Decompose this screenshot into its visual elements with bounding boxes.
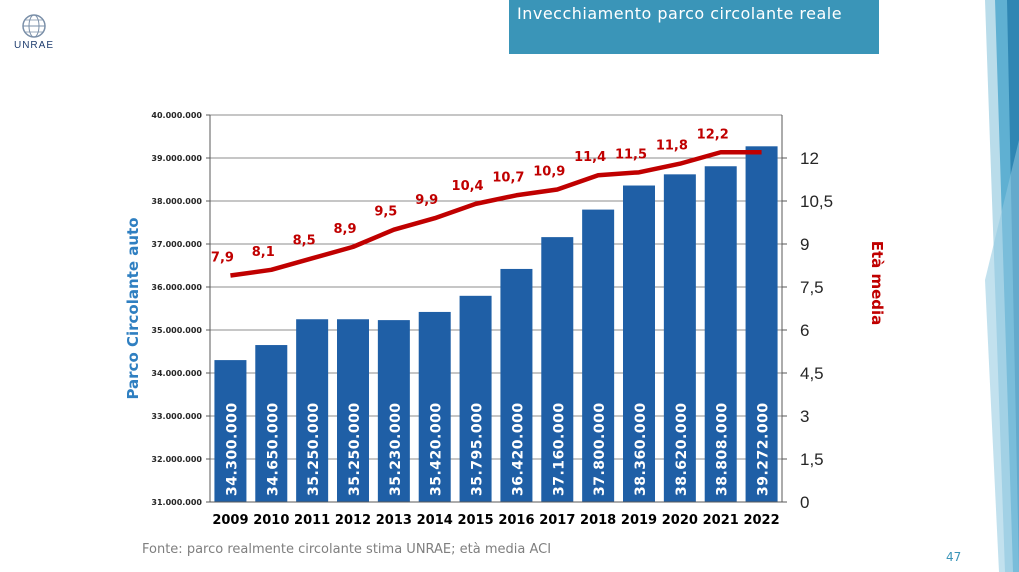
logo-text: UNRAE <box>13 40 54 51</box>
y2-tick-label: 1,5 <box>800 450 824 469</box>
y-tick-label: 39.000.000 <box>151 154 202 163</box>
decorative-stripes <box>985 0 1019 572</box>
y-tick-label: 37.000.000 <box>151 240 202 249</box>
bar <box>745 146 778 502</box>
x-tick-label: 2011 <box>294 513 330 528</box>
y2-tick-label: 6 <box>800 321 809 340</box>
y-tick-label: 33.000.000 <box>151 412 202 421</box>
y-tick-label: 35.000.000 <box>151 326 202 335</box>
x-tick-label: 2015 <box>457 513 493 528</box>
y-tick-label: 40.000.000 <box>151 111 202 120</box>
bar-value-label: 38.808.000 <box>715 402 731 496</box>
line-value-label: 10,9 <box>533 165 565 180</box>
y2-tick-label: 7,5 <box>800 278 824 297</box>
bar <box>500 268 533 502</box>
line-value-label: 11,4 <box>574 150 606 165</box>
x-tick-label: 2020 <box>662 513 698 528</box>
x-tick-label: 2019 <box>621 513 657 528</box>
line-value-label: 8,5 <box>293 233 316 248</box>
x-tick-label: 2017 <box>539 513 575 528</box>
bar-value-label: 35.230.000 <box>388 402 404 496</box>
bar <box>663 174 696 502</box>
x-tick-label: 2018 <box>580 513 616 528</box>
bar-value-label: 35.250.000 <box>306 402 322 496</box>
source-note: Fonte: parco realmente circolante stima … <box>142 542 552 557</box>
bar <box>418 311 451 502</box>
line-value-label: 11,5 <box>615 147 647 162</box>
bar <box>623 185 655 502</box>
y-tick-label: 31.000.000 <box>151 498 202 507</box>
bar-value-label: 35.420.000 <box>429 402 445 496</box>
line-value-label: 9,9 <box>415 193 438 208</box>
y-tick-label: 34.000.000 <box>151 369 202 378</box>
y-tick-label: 36.000.000 <box>151 283 202 292</box>
y2-tick-label: 9 <box>800 235 809 254</box>
bar-value-label: 38.620.000 <box>674 402 690 496</box>
x-tick-label: 2021 <box>703 513 739 528</box>
age-line <box>230 150 762 278</box>
bar-value-label: 35.795.000 <box>470 402 486 496</box>
bar-value-label: 34.650.000 <box>265 402 281 496</box>
bar <box>337 319 369 502</box>
bar <box>255 345 288 502</box>
bar <box>214 360 247 502</box>
bar <box>377 320 410 502</box>
y2-tick-label: 12 <box>800 149 819 168</box>
y-axis-label: Parco Circolante auto <box>124 217 142 399</box>
y-tick-label: 32.000.000 <box>151 455 202 464</box>
x-tick-label: 2009 <box>212 513 248 528</box>
line-value-label: 11,8 <box>656 139 688 154</box>
bar-value-label: 39.272.000 <box>756 402 772 496</box>
y2-tick-label: 3 <box>800 407 809 426</box>
page-number: 47 <box>946 550 962 564</box>
bar-value-label: 38.360.000 <box>633 402 649 496</box>
x-tick-label: 2013 <box>376 513 412 528</box>
bar-value-label: 36.420.000 <box>510 402 526 496</box>
y2-tick-label: 0 <box>800 493 809 512</box>
x-tick-label: 2012 <box>335 513 371 528</box>
bar <box>582 209 615 502</box>
bar-value-label: 35.250.000 <box>347 402 363 496</box>
unrae-logo: UNRAE <box>10 12 58 56</box>
x-tick-label: 2022 <box>743 513 779 528</box>
y2-tick-label: 10,5 <box>800 192 833 211</box>
line-value-label: 10,4 <box>452 179 484 194</box>
globe-icon <box>22 14 46 38</box>
y-tick-label: 38.000.000 <box>151 197 202 206</box>
bar-value-label: 37.800.000 <box>592 402 608 496</box>
slide-title: Invecchiamento parco circolante reale <box>517 4 843 23</box>
x-tick-label: 2014 <box>417 513 453 528</box>
line-value-label: 10,7 <box>492 170 524 185</box>
line-value-label: 8,1 <box>252 245 275 260</box>
slide-title-box: Invecchiamento parco circolante reale <box>509 0 879 54</box>
y2-axis-label: Età media <box>868 241 886 326</box>
x-tick-label: 2010 <box>253 513 289 528</box>
bar-value-label: 34.300.000 <box>224 402 240 496</box>
y2-tick-label: 4,5 <box>800 364 824 383</box>
line-value-label: 9,5 <box>374 205 397 220</box>
x-tick-label: 2016 <box>498 513 534 528</box>
line-value-label: 7,9 <box>211 251 234 266</box>
bar <box>459 295 492 502</box>
bar-value-label: 37.160.000 <box>551 402 567 496</box>
bar <box>704 166 737 503</box>
bar <box>296 319 329 502</box>
line-value-label: 12,2 <box>697 127 729 142</box>
line-value-label: 8,9 <box>333 222 356 237</box>
bar <box>541 237 574 502</box>
